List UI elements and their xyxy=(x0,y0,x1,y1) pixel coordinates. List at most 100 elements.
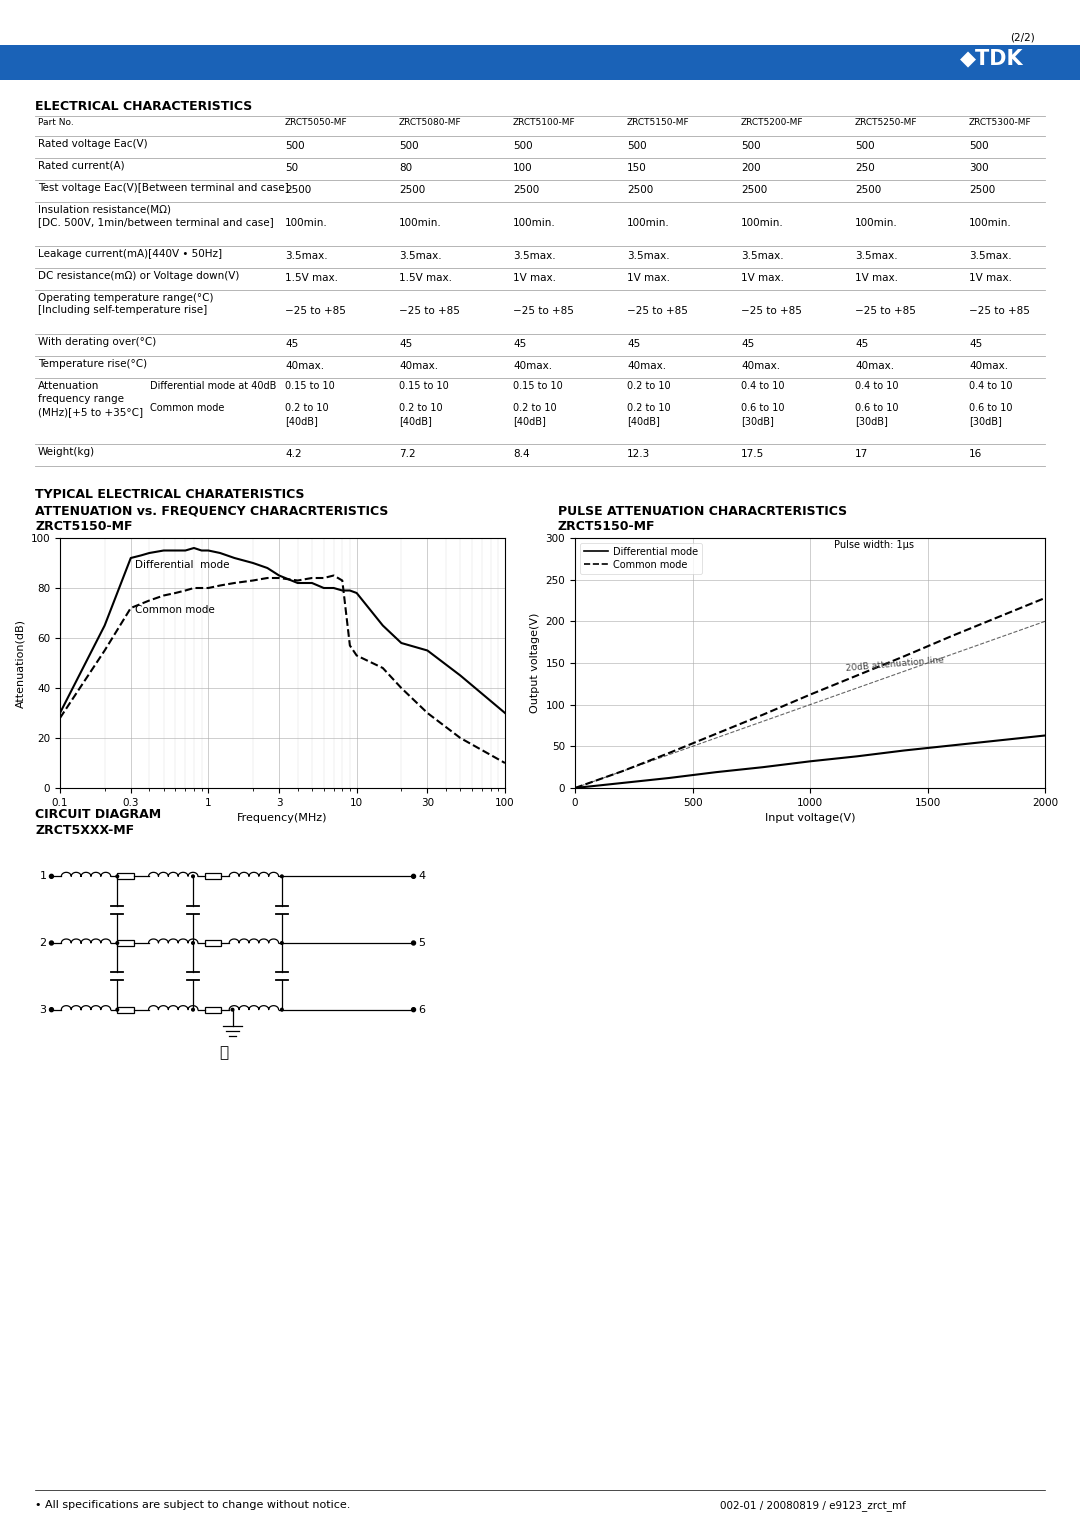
Text: 45: 45 xyxy=(627,339,640,348)
Text: 0.15 to 10: 0.15 to 10 xyxy=(399,380,449,391)
Text: 2500: 2500 xyxy=(855,185,881,196)
Text: CIRCUIT DIAGRAM: CIRCUIT DIAGRAM xyxy=(35,808,161,821)
Text: 0.6 to 10: 0.6 to 10 xyxy=(741,403,784,413)
Text: Attenuation: Attenuation xyxy=(38,380,99,391)
Circle shape xyxy=(116,1008,119,1012)
Bar xyxy=(204,940,221,946)
Text: (MHz)[+5 to +35°C]: (MHz)[+5 to +35°C] xyxy=(38,406,144,417)
Text: (2/2): (2/2) xyxy=(1010,34,1035,43)
Circle shape xyxy=(411,941,416,944)
Text: ATTENUATION vs. FREQUENCY CHARACRTERISTICS: ATTENUATION vs. FREQUENCY CHARACRTERISTI… xyxy=(35,504,389,518)
Text: 0.2 to 10: 0.2 to 10 xyxy=(399,403,443,413)
Text: 12.3: 12.3 xyxy=(627,449,650,458)
Y-axis label: Attenuation(dB): Attenuation(dB) xyxy=(15,619,25,707)
Text: 2500: 2500 xyxy=(285,185,311,196)
Circle shape xyxy=(281,1008,283,1012)
Text: ZRCT5250-MF: ZRCT5250-MF xyxy=(855,118,918,127)
Text: ZRCT5150-MF: ZRCT5150-MF xyxy=(558,520,656,533)
Text: 3.5max.: 3.5max. xyxy=(741,251,784,261)
Text: 0.2 to 10: 0.2 to 10 xyxy=(627,380,671,391)
Text: 5: 5 xyxy=(418,938,426,947)
Text: 45: 45 xyxy=(285,339,298,348)
Text: 17.5: 17.5 xyxy=(741,449,765,458)
Text: [30dB]: [30dB] xyxy=(969,416,1002,426)
Text: 6: 6 xyxy=(418,1005,426,1015)
Circle shape xyxy=(191,1008,194,1012)
Text: 500: 500 xyxy=(969,141,988,151)
Text: [Including self-temperature rise]: [Including self-temperature rise] xyxy=(38,306,207,315)
Text: 45: 45 xyxy=(855,339,868,348)
Text: 150: 150 xyxy=(627,163,647,173)
Text: −25 to +85: −25 to +85 xyxy=(627,306,688,316)
Text: ZRCT5150-MF: ZRCT5150-MF xyxy=(35,520,133,533)
Text: 40max.: 40max. xyxy=(969,361,1008,371)
Text: 40max.: 40max. xyxy=(627,361,666,371)
Text: ⏚: ⏚ xyxy=(219,1045,229,1059)
Text: 0.15 to 10: 0.15 to 10 xyxy=(285,380,335,391)
Text: −25 to +85: −25 to +85 xyxy=(855,306,916,316)
Text: 4.2: 4.2 xyxy=(285,449,301,458)
Text: 200: 200 xyxy=(741,163,760,173)
Circle shape xyxy=(411,874,416,879)
Text: 1: 1 xyxy=(40,871,46,882)
Circle shape xyxy=(50,941,53,944)
Text: 100: 100 xyxy=(513,163,532,173)
Text: Rated current(A): Rated current(A) xyxy=(38,160,124,171)
Text: 300: 300 xyxy=(969,163,988,173)
Circle shape xyxy=(231,1008,233,1012)
Text: Test voltage Eac(V)[Between terminal and case]: Test voltage Eac(V)[Between terminal and… xyxy=(38,183,288,193)
Text: 3.5max.: 3.5max. xyxy=(399,251,442,261)
Text: −25 to +85: −25 to +85 xyxy=(969,306,1030,316)
Text: ZRCT5150-MF: ZRCT5150-MF xyxy=(627,118,690,127)
Text: 3.5max.: 3.5max. xyxy=(969,251,1012,261)
Bar xyxy=(0,44,1080,79)
Text: 1.5V max.: 1.5V max. xyxy=(399,274,453,283)
Text: Temperature rise(°C): Temperature rise(°C) xyxy=(38,359,147,368)
Y-axis label: Output voltage(V): Output voltage(V) xyxy=(530,613,540,714)
Text: 500: 500 xyxy=(741,141,760,151)
Text: Weight(kg): Weight(kg) xyxy=(38,448,95,457)
Text: 40max.: 40max. xyxy=(285,361,324,371)
Text: Leakage current(mA)[440V • 50Hz]: Leakage current(mA)[440V • 50Hz] xyxy=(38,249,222,260)
Text: PULSE ATTENUATION CHARACRTERISTICS: PULSE ATTENUATION CHARACRTERISTICS xyxy=(558,504,847,518)
Text: 100min.: 100min. xyxy=(399,219,442,228)
Text: 0.2 to 10: 0.2 to 10 xyxy=(513,403,556,413)
Text: Common mode: Common mode xyxy=(150,403,225,413)
Text: 45: 45 xyxy=(969,339,982,348)
Text: Pulse width: 1μs: Pulse width: 1μs xyxy=(834,539,914,550)
Text: 50: 50 xyxy=(285,163,298,173)
Text: [40dB]: [40dB] xyxy=(513,416,545,426)
Text: 16: 16 xyxy=(969,449,982,458)
Text: 8.4: 8.4 xyxy=(513,449,529,458)
Circle shape xyxy=(191,876,194,877)
Text: 500: 500 xyxy=(285,141,305,151)
Text: ZRCT5200-MF: ZRCT5200-MF xyxy=(741,118,804,127)
Bar xyxy=(118,1007,134,1013)
Text: 17: 17 xyxy=(855,449,868,458)
Text: 500: 500 xyxy=(627,141,647,151)
Text: 0.2 to 10: 0.2 to 10 xyxy=(627,403,671,413)
Text: frequency range: frequency range xyxy=(38,394,124,403)
Text: 1V max.: 1V max. xyxy=(627,274,670,283)
Circle shape xyxy=(191,941,194,944)
Text: Common mode: Common mode xyxy=(135,605,215,614)
Text: 40max.: 40max. xyxy=(399,361,438,371)
Legend: Differential mode, Common mode: Differential mode, Common mode xyxy=(580,542,702,573)
Text: 3.5max.: 3.5max. xyxy=(513,251,555,261)
Text: 20dB attenuation line: 20dB attenuation line xyxy=(846,656,944,674)
Text: 3.5max.: 3.5max. xyxy=(285,251,327,261)
Text: −25 to +85: −25 to +85 xyxy=(513,306,573,316)
Text: 500: 500 xyxy=(513,141,532,151)
Text: Part No.: Part No. xyxy=(38,118,73,127)
Text: ◆TDK: ◆TDK xyxy=(960,47,1024,69)
Text: 0.15 to 10: 0.15 to 10 xyxy=(513,380,563,391)
Text: 2500: 2500 xyxy=(627,185,653,196)
Text: 80: 80 xyxy=(399,163,413,173)
Text: 2500: 2500 xyxy=(399,185,426,196)
Text: 40max.: 40max. xyxy=(513,361,552,371)
Text: Rated voltage Eac(V): Rated voltage Eac(V) xyxy=(38,139,148,150)
Text: 4: 4 xyxy=(418,871,426,882)
Text: 45: 45 xyxy=(741,339,754,348)
Text: 45: 45 xyxy=(399,339,413,348)
Text: −25 to +85: −25 to +85 xyxy=(285,306,346,316)
